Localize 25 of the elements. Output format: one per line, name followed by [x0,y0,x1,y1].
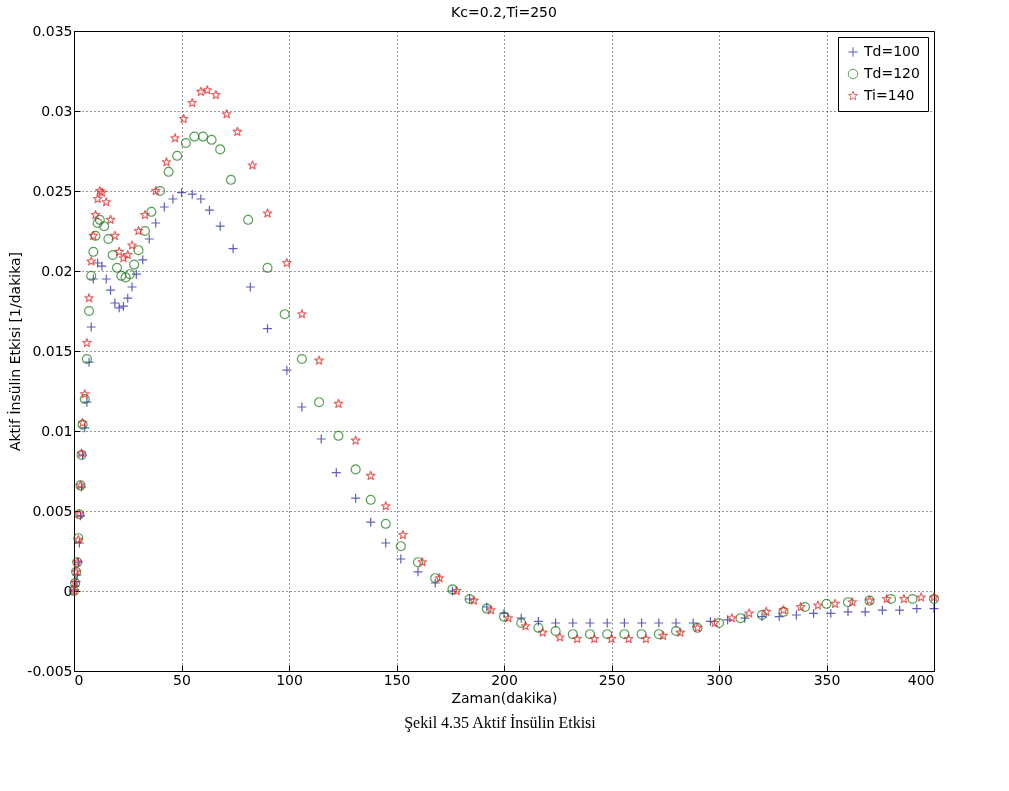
legend-label: Td=120 [863,65,920,81]
chart-title: Kc=0.2,Ti=250 [451,4,557,20]
y-axis-title: Aktif İnsülin Etkisi [1/dakika] [6,251,24,452]
x-tick-label: 300 [706,671,733,688]
y-tick-label: 0.02 [41,262,73,279]
x-tick-label: 100 [276,671,303,688]
y-tick-label: 0.035 [32,22,73,39]
x-tick-label: 200 [491,671,518,688]
x-tick-label: 250 [598,671,626,688]
y-tick-label: 0.005 [32,502,73,519]
x-axis-title: Zaman(dakika) [451,689,558,706]
text: Şekil 4.35 Aktif İnsülin Etkisi [403,713,597,733]
legend-label: Td=100 [863,43,920,59]
y-tick-label: -0.005 [27,662,73,679]
x-tick-label: 150 [383,671,411,688]
x-tick-label: 350 [813,671,841,688]
y-tick-label: 0 [63,582,73,599]
x-tick-label: 0 [74,671,84,688]
x-tick-label: 50 [173,671,191,688]
y-tick-label: 0.025 [32,182,73,199]
y-tick-label: 0.03 [41,102,73,119]
legend-label: Ti=140 [863,87,915,103]
y-tick-label: 0.01 [41,422,73,439]
x-tick-label: 400 [907,671,935,688]
y-tick-label: 0.015 [32,342,73,359]
